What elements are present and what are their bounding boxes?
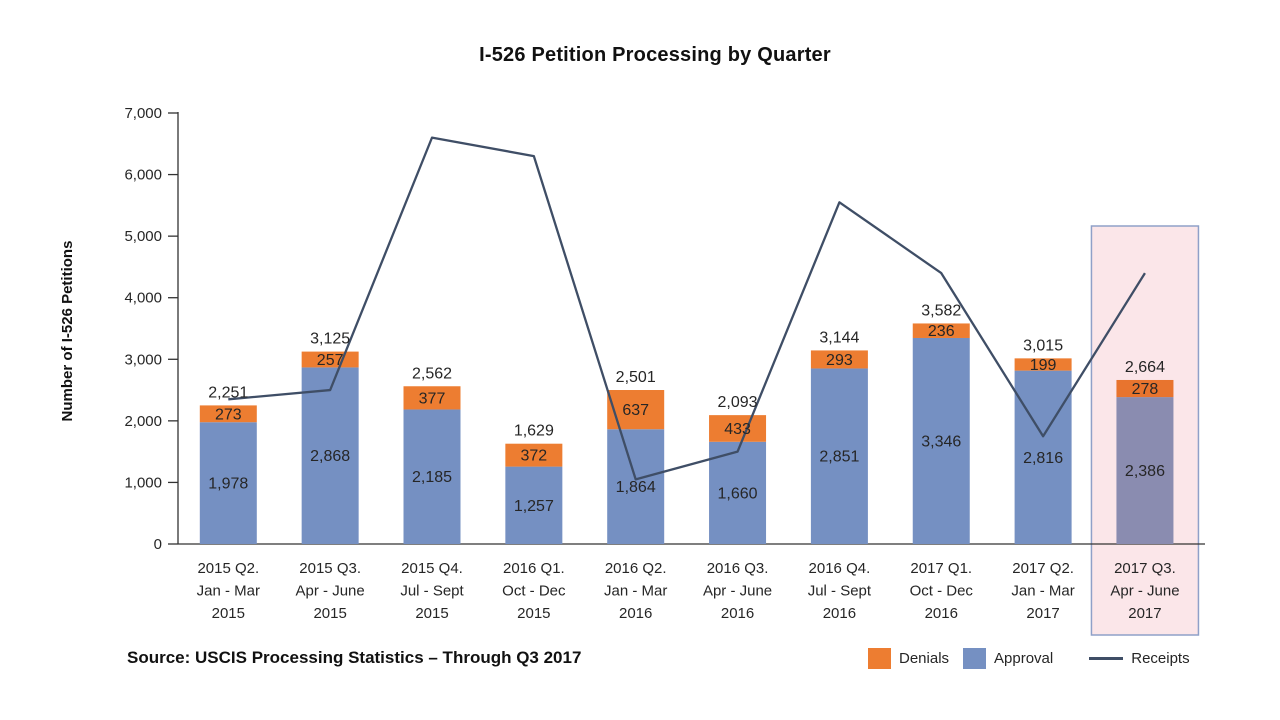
denials-bar-segment bbox=[1116, 379, 1174, 398]
legend-swatch-denials-icon bbox=[868, 647, 891, 669]
approval-value-label: 1,978 bbox=[208, 476, 248, 493]
x-axis-category-label: 2016 Q1. Oct - Dec 2015 bbox=[502, 560, 566, 622]
x-axis-category-label: 2017 Q3. Apr - June 2017 bbox=[1110, 560, 1179, 622]
denials-bar-segment bbox=[403, 386, 461, 410]
y-axis-tick-label: 1,000 bbox=[124, 474, 162, 491]
denials-bar-segment bbox=[199, 405, 257, 423]
denials-bar-segment bbox=[810, 350, 868, 369]
chart-title: I-526 Petition Processing by Quarter bbox=[479, 44, 831, 66]
approval-bar-segment bbox=[199, 422, 257, 544]
legend-label-approval: Approval bbox=[994, 649, 1054, 667]
denials-value-label: 273 bbox=[215, 406, 242, 423]
approval-bar-segment bbox=[1116, 397, 1174, 544]
denials-value-label: 433 bbox=[724, 421, 751, 438]
denials-value-label: 293 bbox=[826, 352, 853, 369]
total-value-label: 2,664 bbox=[1125, 359, 1165, 376]
approval-value-label: 2,868 bbox=[310, 448, 350, 465]
x-axis-category-label: 2017 Q1. Oct - Dec 2016 bbox=[910, 560, 974, 622]
y-axis-tick-label: 7,000 bbox=[124, 105, 162, 122]
approval-bar-segment bbox=[505, 466, 563, 544]
chart-legend: Denials Approval Receipts bbox=[868, 646, 1190, 670]
x-axis-category-label: 2015 Q4. Jul - Sept 2015 bbox=[400, 560, 464, 622]
y-axis-tick-label: 6,000 bbox=[124, 167, 162, 184]
total-value-label: 3,125 bbox=[310, 331, 350, 348]
x-axis-category-label: 2016 Q4. Jul - Sept 2016 bbox=[808, 560, 872, 622]
y-axis-tick-label: 5,000 bbox=[124, 228, 162, 245]
total-value-label: 2,093 bbox=[718, 394, 758, 411]
approval-value-label: 2,816 bbox=[1023, 450, 1063, 467]
approval-value-label: 1,257 bbox=[514, 498, 554, 515]
denials-value-label: 257 bbox=[317, 352, 344, 369]
receipts-line bbox=[228, 136, 1146, 481]
legend-label-denials: Denials bbox=[899, 649, 950, 667]
denials-bar-segment bbox=[505, 443, 563, 467]
denials-value-label: 637 bbox=[622, 402, 649, 419]
approval-value-label: 1,864 bbox=[616, 479, 656, 496]
approval-value-label: 2,851 bbox=[819, 449, 859, 466]
denials-value-label: 236 bbox=[928, 323, 955, 340]
total-value-label: 2,251 bbox=[208, 384, 248, 401]
total-value-label: 3,582 bbox=[921, 302, 961, 319]
x-axis-category-label: 2016 Q2. Jan - Mar 2016 bbox=[604, 560, 667, 622]
y-axis-tick-label: 0 bbox=[154, 536, 162, 553]
total-value-label: 2,501 bbox=[616, 369, 656, 386]
denials-bar-segment bbox=[1014, 358, 1072, 371]
source-note: Source: USCIS Processing Statistics – Th… bbox=[127, 648, 582, 667]
approval-bar-segment bbox=[709, 441, 767, 544]
x-axis-category-label: 2017 Q2. Jan - Mar 2017 bbox=[1011, 560, 1074, 622]
denials-bar-segment bbox=[709, 415, 767, 442]
x-axis-category-label: 2015 Q3. Apr - June 2015 bbox=[296, 560, 365, 622]
x-axis-category-label: 2016 Q3. Apr - June 2016 bbox=[703, 560, 772, 622]
legend-swatch-approval-icon bbox=[963, 647, 987, 669]
approval-value-label: 1,660 bbox=[718, 485, 758, 502]
denials-value-label: 372 bbox=[520, 448, 547, 465]
approval-value-label: 2,386 bbox=[1125, 463, 1165, 480]
approval-bar-segment bbox=[810, 368, 868, 544]
denials-value-label: 199 bbox=[1030, 357, 1057, 374]
legend-label-receipts: Receipts bbox=[1131, 649, 1190, 667]
total-value-label: 2,562 bbox=[412, 365, 452, 382]
approval-value-label: 3,346 bbox=[921, 433, 961, 450]
denials-value-label: 377 bbox=[419, 390, 446, 407]
legend-swatch-receipts-icon bbox=[1089, 656, 1124, 660]
y-axis-tick-label: 2,000 bbox=[124, 413, 162, 430]
y-axis-tick-label: 3,000 bbox=[124, 351, 162, 368]
approval-bar-segment bbox=[607, 429, 665, 544]
denials-value-label: 278 bbox=[1132, 381, 1159, 398]
total-value-label: 1,629 bbox=[514, 423, 554, 440]
approval-bar-segment bbox=[301, 367, 359, 544]
denials-bar-segment bbox=[912, 323, 970, 338]
approval-value-label: 2,185 bbox=[412, 469, 452, 486]
x-axis-category-label: 2015 Q2. Jan - Mar 2015 bbox=[197, 560, 260, 622]
total-value-label: 3,015 bbox=[1023, 337, 1063, 354]
approval-bar-segment bbox=[912, 337, 970, 544]
y-axis-tick-label: 4,000 bbox=[124, 290, 162, 307]
approval-bar-segment bbox=[403, 409, 461, 544]
approval-bar-segment bbox=[1014, 370, 1072, 544]
total-value-label: 3,144 bbox=[819, 329, 859, 346]
